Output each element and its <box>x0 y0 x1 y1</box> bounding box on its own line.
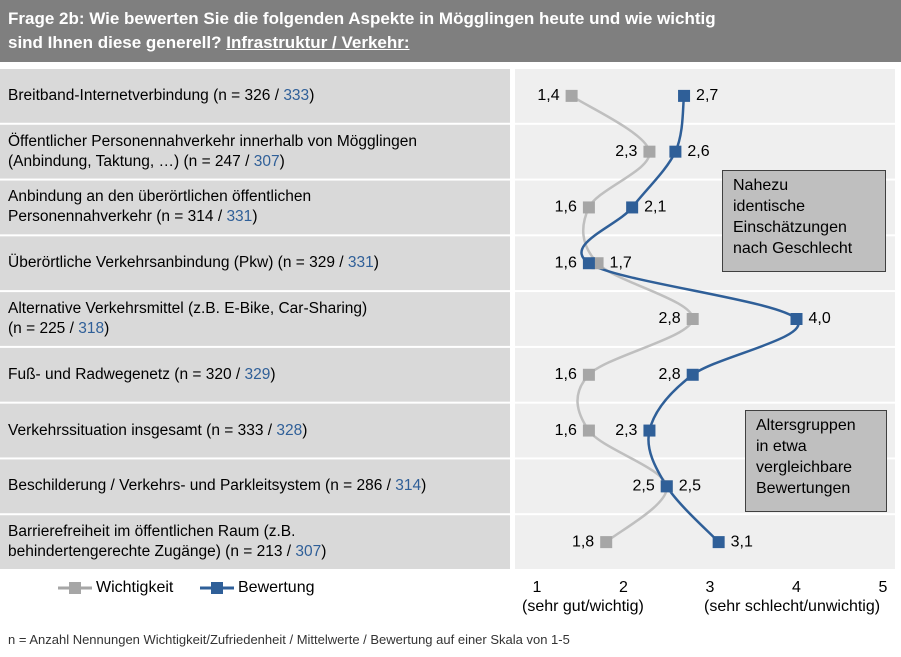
value-label: 1,6 <box>555 366 577 383</box>
value-label: 2,5 <box>679 478 701 495</box>
annotation: Altersgruppen in etwa vergleichbare Bewe… <box>745 410 887 512</box>
plot-band <box>515 515 895 569</box>
marker <box>678 89 691 102</box>
row-band <box>0 459 510 514</box>
value-label: 1,6 <box>555 254 577 271</box>
row-band <box>0 515 510 569</box>
plot-band <box>515 292 895 346</box>
marker <box>660 480 673 493</box>
category-label: Verkehrssituation insgesamt (n = 333 / 3… <box>8 421 308 439</box>
marker <box>643 145 656 158</box>
marker <box>582 257 595 270</box>
marker <box>582 368 595 381</box>
value-label: 1,7 <box>610 254 632 271</box>
marker <box>626 201 639 214</box>
legend-marker <box>211 582 223 594</box>
header <box>0 0 901 62</box>
value-label: 2,1 <box>644 199 666 216</box>
x-label-left: (sehr gut/wichtig) <box>522 598 644 615</box>
category-label: Beschilderung / Verkehrs- und Parkleitsy… <box>8 477 427 495</box>
plot-band <box>515 124 895 179</box>
marker <box>686 313 699 325</box>
value-label: 2,7 <box>696 87 718 104</box>
category-label: Überörtliche Verkehrsanbindung (Pkw) (n … <box>8 254 379 272</box>
value-label: 2,8 <box>658 310 680 327</box>
row-band <box>0 180 510 235</box>
value-label: 2,3 <box>615 143 637 160</box>
value-label: 2,6 <box>687 143 709 160</box>
row-band <box>0 124 510 179</box>
x-tick-label: 1 <box>533 579 542 596</box>
chart-title: Frage 2b: Wie bewerten Sie die folgenden… <box>8 9 716 52</box>
marker <box>582 201 595 214</box>
plot-band <box>515 69 895 123</box>
value-label: 3,1 <box>731 533 753 550</box>
row-band <box>0 347 510 402</box>
value-label: 4,0 <box>809 310 831 327</box>
row-band <box>0 69 510 123</box>
value-label: 2,5 <box>633 478 655 495</box>
row-band <box>0 236 510 291</box>
marker <box>582 424 595 437</box>
value-label: 2,3 <box>615 422 637 439</box>
value-label: 1,6 <box>555 199 577 216</box>
marker <box>643 424 656 437</box>
x-tick-label: 2 <box>619 579 628 596</box>
legend-marker <box>69 582 81 594</box>
marker <box>712 536 725 549</box>
row-band <box>0 292 510 346</box>
x-tick-label: 3 <box>706 579 715 596</box>
chart-subtitle: Infrastruktur / Verkehr: <box>226 33 410 52</box>
category-label: Alternative Verkehrsmittel (z.B. E-Bike,… <box>8 300 368 337</box>
annotation: Nahezu identische Einschätzungen nach Ge… <box>722 170 886 272</box>
x-tick-label: 4 <box>792 579 801 596</box>
category-label: Öffentlicher Personennahverkehr innerhal… <box>8 132 418 170</box>
category-label: Fuß- und Radwegenetz (n = 320 / 329) <box>8 365 276 383</box>
footnote: n = Anzahl Nennungen Wichtigkeit/Zufried… <box>8 632 570 647</box>
marker <box>790 313 803 325</box>
header-text: Frage 2b: Wie bewerten Sie die folgenden… <box>8 7 898 55</box>
x-label-right: (sehr schlecht/unwichtig) <box>704 598 881 615</box>
marker <box>565 89 578 102</box>
value-label: 1,4 <box>537 87 559 104</box>
legend-label: Bewertung <box>238 579 315 596</box>
legend-label: Wichtigkeit <box>96 579 174 596</box>
value-label: 2,8 <box>658 366 680 383</box>
category-label: Anbindung an den überörtlichen öffentlic… <box>8 188 312 226</box>
marker <box>600 536 613 549</box>
value-label: 1,8 <box>572 533 594 550</box>
category-label: Breitband-Internetverbindung (n = 326 / … <box>8 86 315 104</box>
marker <box>686 368 699 381</box>
marker <box>669 145 682 158</box>
x-tick-label: 5 <box>879 579 888 596</box>
category-label: Barrierefreiheit im öffentlichen Raum (z… <box>8 523 327 561</box>
value-label: 1,6 <box>555 422 577 439</box>
row-band <box>0 403 510 458</box>
